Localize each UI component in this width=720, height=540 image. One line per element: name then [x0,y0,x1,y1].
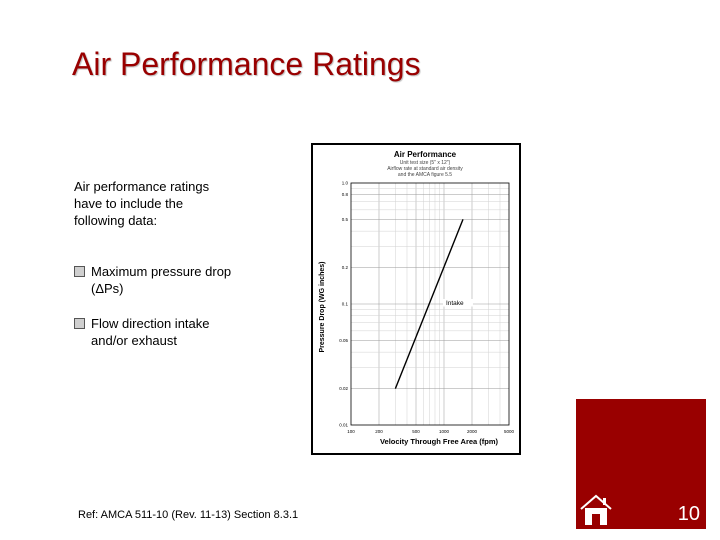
intro-text: Air performance ratings have to include … [74,179,210,228]
x-tick-label: 5000 [504,429,515,434]
reference-note: Ref: AMCA 511-10 (Rev. 11-13) Section 8.… [78,509,299,521]
y-tick-label: 0.05 [339,338,348,343]
bullet-text: Flow direction intake and/or exhaust [91,316,210,348]
series-line-intake [394,219,464,389]
y-tick-label: 0.02 [339,386,348,391]
bullet-item-pressure-drop: Maximum pressure drop (ΔPs) [74,263,234,297]
x-axis-label: Velocity Through Free Area (fpm) [380,437,499,446]
x-tick-label: 500 [412,429,420,434]
y-tick-label: 0.01 [339,423,348,428]
chart-subtitle-line-2: Airflow rate at standard air density [387,166,463,172]
x-tick-label: 100 [347,429,355,434]
y-tick-label: 0.5 [342,217,349,222]
y-axis-label: Pressure Drop (WG inches) [319,261,326,352]
y-tick-label: 1.0 [342,181,349,186]
annotation-background [442,299,473,307]
chart-svg: Air Performance Unit test size (5" x 12"… [319,150,515,446]
air-performance-chart: Air Performance Unit test size (5" x 12"… [311,143,521,455]
chart-subtitle-line-1: Unit test size (5" x 12") [400,160,451,166]
plot-frame [350,182,510,426]
corner-accent-block [576,399,706,529]
checkbox-bullet-icon [74,318,85,329]
slide-title: Air Performance Ratings [72,46,421,82]
page-number: 10 [677,503,700,525]
x-tick-label: 2000 [467,429,478,434]
y-tick-label: 0.1 [342,302,349,307]
x-tick-label: 1000 [439,429,450,434]
home-icon[interactable] [578,493,614,527]
chart-subtitle-line-3: and the AMCA figure 5.5 [398,172,452,178]
y-tick-label: 0.2 [342,265,349,270]
bullet-text: Maximum pressure drop (ΔPs) [91,264,232,296]
y-tick-label: 0.8 [342,192,349,197]
plot-area: 100 200 500 1000 2000 5000 0.01 0.02 0.05 0.1 0.2 0… [339,181,514,435]
series-label-intake: Intake [446,300,464,307]
checkbox-bullet-icon [74,266,85,277]
bullet-item-flow-direction: Flow direction intake and/or exhaust [74,315,234,349]
x-tick-label: 200 [375,429,383,434]
chart-title: Air Performance [394,150,457,159]
